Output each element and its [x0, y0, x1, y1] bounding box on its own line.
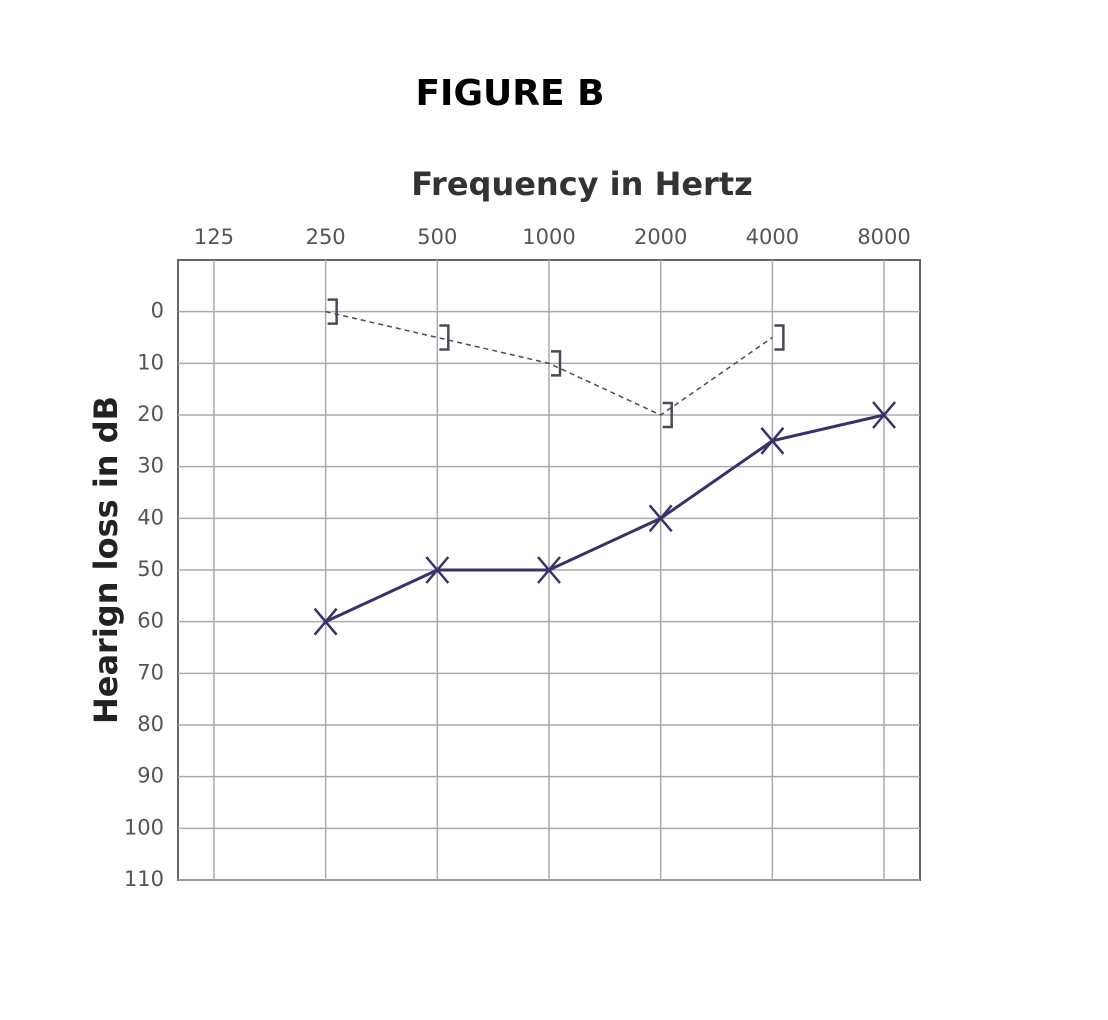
y-tick-label: 40	[137, 505, 164, 529]
x-tick-label: 4000	[746, 225, 799, 249]
series-line	[325, 413, 885, 624]
x-tick-label: 125	[194, 225, 234, 249]
x-marker	[648, 504, 673, 533]
x-marker	[760, 427, 785, 455]
bracket-marker	[327, 298, 338, 325]
series-line	[325, 310, 773, 416]
y-tick-label: 80	[137, 712, 164, 736]
x-tick-label: 1000	[522, 225, 575, 249]
y-axis-label: Hearign loss in dB	[87, 396, 125, 724]
y-tick-label: 20	[137, 402, 164, 426]
x-axis-label: Frequency in Hertz	[411, 165, 753, 203]
bracket-marker	[662, 401, 673, 429]
y-tick-label: 70	[137, 660, 164, 684]
y-tick-label: 60	[137, 609, 164, 633]
x-tick-label: 500	[417, 225, 457, 249]
y-tick-label: 0	[151, 299, 164, 323]
x-marker	[313, 607, 338, 636]
y-tick-label: 110	[124, 867, 164, 891]
x-tick-label: 250	[306, 225, 346, 249]
x-marker	[537, 556, 561, 584]
x-marker	[425, 556, 450, 584]
y-tick-label: 10	[137, 350, 164, 374]
x-marker	[872, 401, 897, 429]
bracket-marker	[439, 324, 450, 351]
y-tick-label: 30	[137, 454, 164, 478]
y-tick-label: 90	[137, 764, 164, 788]
y-tick-label: 50	[137, 557, 164, 581]
x-tick-label: 8000	[857, 225, 910, 249]
bracket-marker	[551, 350, 562, 377]
chart-title: FIGURE B	[415, 73, 604, 114]
x-tick-label: 2000	[634, 225, 687, 249]
bracket-marker	[774, 324, 785, 351]
y-tick-label: 100	[124, 815, 164, 839]
